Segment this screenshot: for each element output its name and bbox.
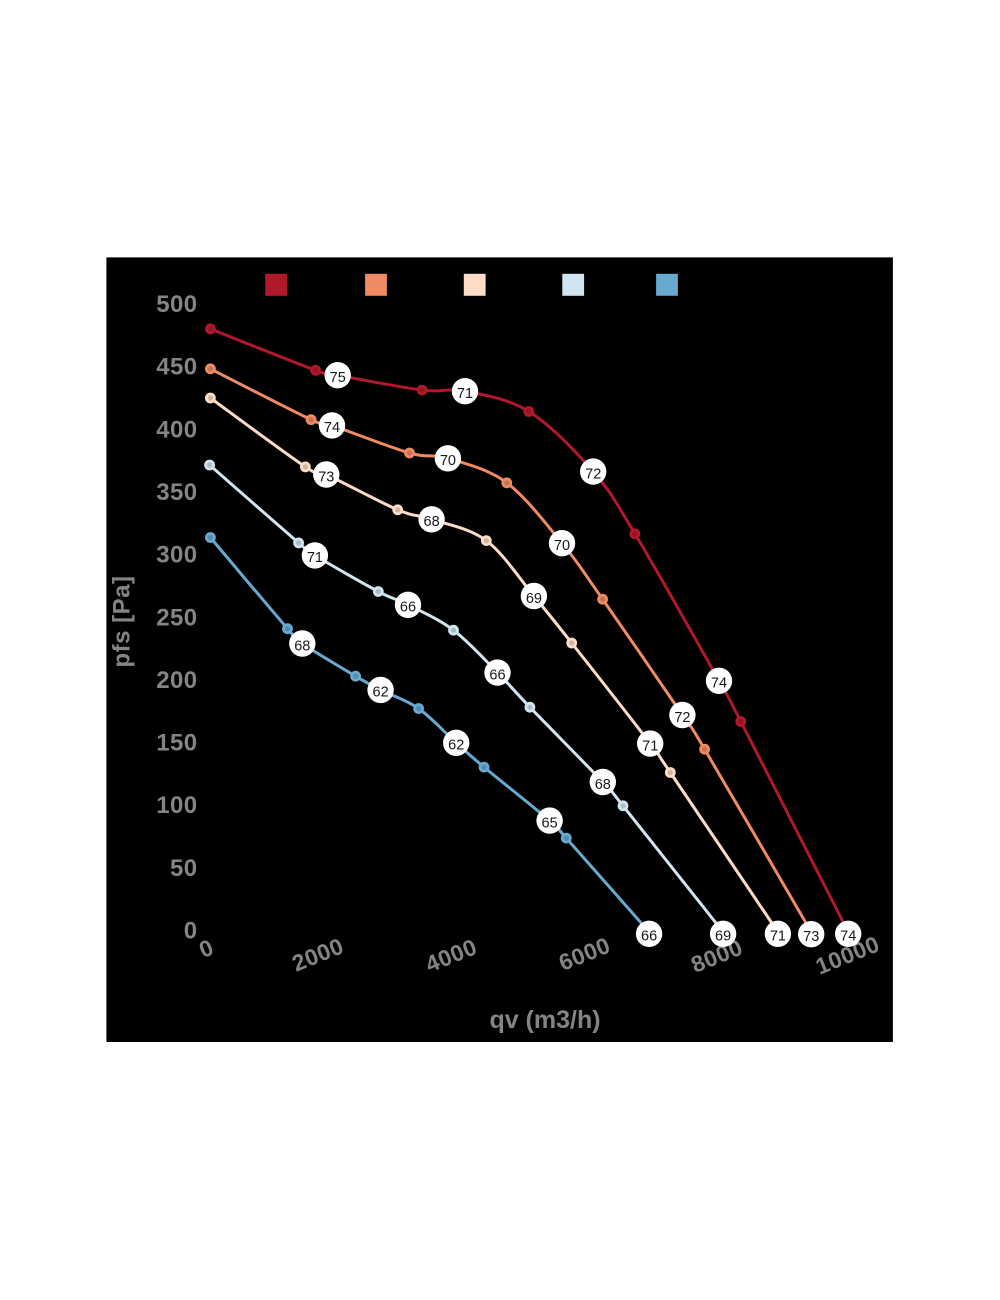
svg-text:73: 73 bbox=[318, 469, 334, 485]
svg-text:72: 72 bbox=[674, 710, 690, 726]
svg-text:62: 62 bbox=[373, 685, 389, 701]
svg-text:62: 62 bbox=[448, 738, 464, 754]
svg-text:74: 74 bbox=[711, 676, 727, 692]
svg-text:70: 70 bbox=[440, 453, 456, 469]
svg-text:200: 200 bbox=[156, 667, 197, 694]
svg-text:500: 500 bbox=[156, 291, 197, 318]
svg-text:71: 71 bbox=[457, 386, 473, 402]
svg-text:69: 69 bbox=[715, 929, 731, 945]
svg-text:pfs [Pa]: pfs [Pa] bbox=[109, 575, 136, 667]
svg-text:65: 65 bbox=[542, 815, 558, 831]
svg-text:150: 150 bbox=[156, 730, 197, 757]
svg-text:73: 73 bbox=[803, 929, 819, 945]
svg-text:72: 72 bbox=[585, 466, 601, 482]
svg-text:400: 400 bbox=[156, 416, 197, 443]
svg-text:68: 68 bbox=[595, 777, 611, 793]
svg-text:70: 70 bbox=[554, 538, 570, 554]
svg-text:75: 75 bbox=[330, 370, 346, 386]
svg-text:71: 71 bbox=[642, 738, 658, 754]
svg-text:71: 71 bbox=[307, 550, 323, 566]
svg-text:69: 69 bbox=[526, 591, 542, 607]
svg-text:66: 66 bbox=[641, 929, 657, 945]
svg-text:50: 50 bbox=[170, 855, 198, 882]
svg-text:66: 66 bbox=[400, 600, 416, 616]
svg-text:350: 350 bbox=[156, 479, 197, 506]
svg-text:74: 74 bbox=[840, 929, 856, 945]
svg-text:66: 66 bbox=[489, 667, 505, 683]
svg-text:71: 71 bbox=[770, 929, 786, 945]
svg-text:qv (m3/h): qv (m3/h) bbox=[489, 1006, 600, 1034]
svg-text:68: 68 bbox=[424, 514, 440, 530]
svg-text:74: 74 bbox=[324, 420, 340, 436]
svg-text:68: 68 bbox=[294, 638, 310, 654]
svg-text:450: 450 bbox=[156, 354, 197, 381]
svg-text:0: 0 bbox=[184, 918, 198, 945]
svg-text:100: 100 bbox=[156, 792, 197, 819]
svg-text:300: 300 bbox=[156, 542, 197, 569]
svg-text:250: 250 bbox=[156, 604, 197, 631]
